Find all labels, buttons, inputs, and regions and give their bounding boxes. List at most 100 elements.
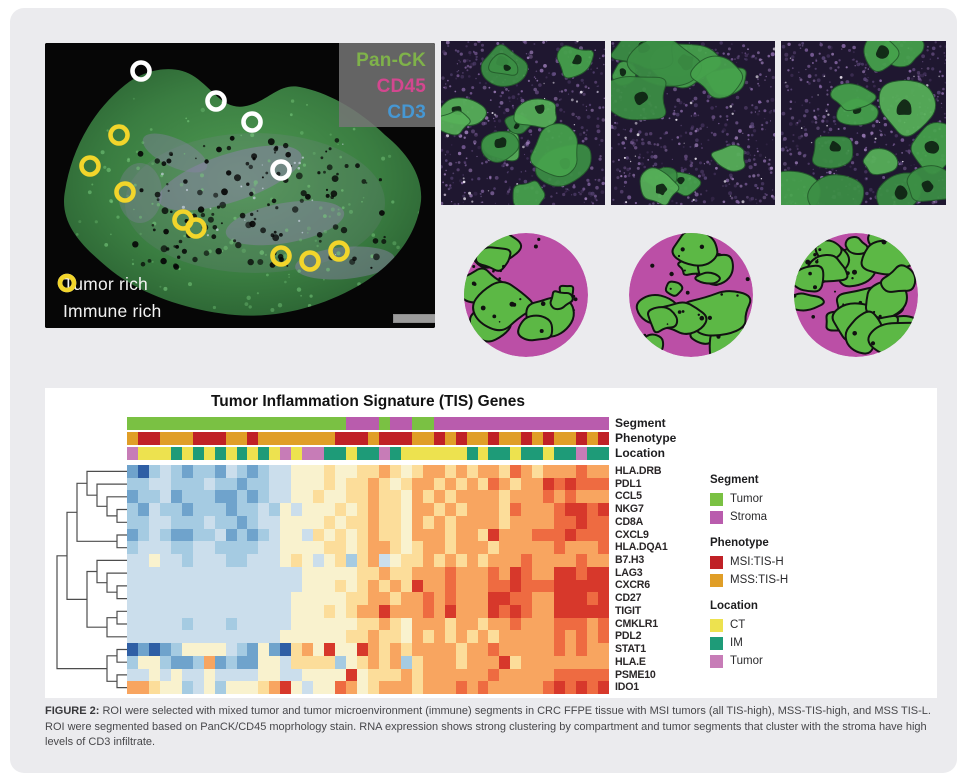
heatmap-cell (346, 655, 358, 669)
annotation-cell (280, 417, 292, 430)
heatmap-cell (313, 477, 325, 491)
heatmap-cell (313, 515, 325, 529)
heatmap-cell (455, 579, 467, 593)
heatmap-cell (367, 681, 379, 694)
figure-caption-text: ROI were selected with mixed tumor and t… (45, 705, 931, 749)
heatmap-cell (565, 643, 577, 656)
heatmap-cell (587, 579, 598, 593)
heatmap-cell (411, 528, 423, 542)
heatmap-cell (389, 515, 401, 529)
annotation-cell (302, 417, 314, 430)
heatmap-row (127, 630, 609, 644)
annotation-label-segment: Segment (615, 416, 666, 430)
annotation-cell (291, 447, 303, 460)
heatmap-cell (411, 579, 423, 593)
heatmap-cell (148, 528, 160, 542)
annotation-cell (389, 447, 401, 460)
heatmap-cell (422, 515, 434, 529)
heatmap-cell (170, 503, 182, 516)
heatmap-cell (543, 630, 555, 644)
annotation-cell (378, 417, 390, 430)
heatmap-cell (127, 630, 138, 644)
heatmap-cell (137, 617, 149, 631)
row-dendrogram (56, 470, 127, 689)
annotation-cell (280, 432, 292, 445)
heatmap-cell (214, 503, 226, 516)
heatmap-cell (346, 503, 358, 516)
heatmap-cell (181, 655, 193, 669)
heatmap-cell (576, 630, 588, 644)
legend-item-label: MSI:TIS-H (730, 556, 784, 568)
heatmap-cell (455, 503, 467, 516)
heatmap-cell (335, 579, 347, 593)
heatmap-cell (269, 630, 281, 644)
heatmap-cell (389, 668, 401, 682)
heatmap-cell (357, 477, 368, 491)
heatmap-cell (225, 566, 237, 580)
heatmap-cell (576, 503, 588, 516)
annotation-cell (214, 432, 226, 445)
heatmap-cell (543, 592, 555, 605)
heatmap-cell (302, 503, 314, 516)
heatmap-cell (137, 655, 149, 669)
heatmap-cell (455, 668, 467, 682)
heatmap-cell (576, 515, 588, 529)
heatmap-cell (367, 503, 379, 516)
heatmap-cell (302, 681, 314, 694)
heatmap-cell (192, 515, 204, 529)
heatmap-cell (444, 566, 456, 580)
heatmap-cell (192, 490, 204, 504)
annotation-label-location: Location (615, 446, 665, 460)
legend-swatch (710, 618, 723, 632)
heatmap-cell (510, 668, 522, 682)
heatmap-cell (127, 515, 138, 529)
heatmap-cell (181, 490, 193, 504)
heatmap-cell (466, 515, 478, 529)
heatmap-cell (597, 630, 609, 644)
heatmap-cell (433, 655, 445, 669)
heatmap-cell (499, 515, 511, 529)
heatmap-cell (554, 668, 566, 682)
heatmap-cell (488, 617, 500, 631)
heatmap-cell (291, 655, 303, 669)
heatmap-cell (444, 592, 456, 605)
annotation-cell (510, 447, 522, 460)
heatmap-cell (367, 566, 379, 580)
heatmap-cell (214, 579, 226, 593)
heatmap-cell (587, 541, 598, 555)
heatmap-cell (181, 477, 193, 491)
annotation-cell (258, 432, 270, 445)
annotation-cell (389, 432, 401, 445)
annotation-cell (269, 447, 281, 460)
heatmap-cell (258, 515, 270, 529)
heatmap-cell (203, 630, 215, 644)
heatmap-cell (422, 490, 434, 504)
heatmap-cell (521, 465, 533, 478)
heatmap-cell (258, 465, 270, 478)
heatmap-cell (258, 604, 270, 618)
heatmap-cell (324, 566, 336, 580)
heatmap-cell (532, 630, 544, 644)
heatmap-cell (367, 592, 379, 605)
heatmap-cell (400, 643, 412, 656)
heatmap-cell (357, 490, 368, 504)
heatmap-cell (291, 630, 303, 644)
annotation-cell (192, 432, 204, 445)
heatmap-cell (521, 643, 533, 656)
heatmap-cell (554, 515, 566, 529)
heatmap-cell (313, 503, 325, 516)
annotation-cell (192, 447, 204, 460)
annotation-cell (269, 417, 281, 430)
heatmap-cell (170, 681, 182, 694)
heatmap-cell (247, 668, 259, 682)
heatmap-cell (477, 554, 489, 567)
heatmap-cell (247, 465, 259, 478)
heatmap-cell (455, 655, 467, 669)
heatmap-cell (137, 554, 149, 567)
heatmap-cell (247, 528, 259, 542)
heatmap-cell (499, 592, 511, 605)
heatmap-cell (587, 604, 598, 618)
heatmap-cell (170, 617, 182, 631)
heatmap-cell (280, 579, 292, 593)
annotation-cell (400, 447, 412, 460)
